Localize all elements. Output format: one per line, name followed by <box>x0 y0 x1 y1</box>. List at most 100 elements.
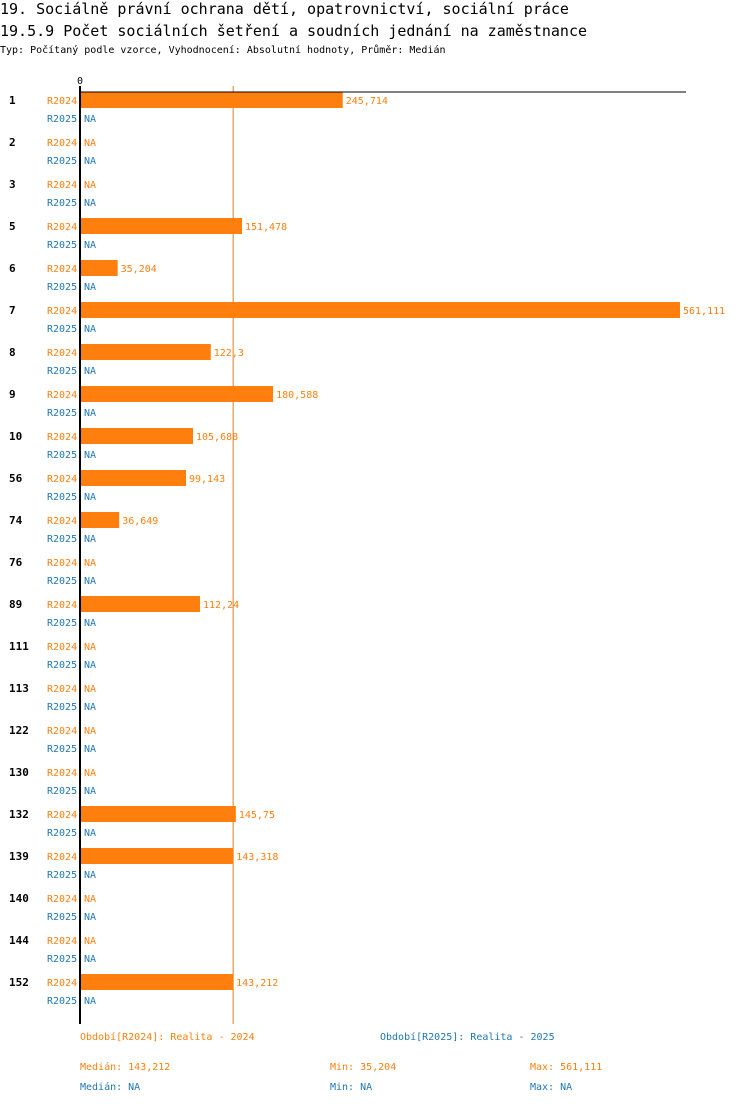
na-label-r2025: NA <box>84 996 96 1007</box>
bar-r2024 <box>80 386 274 402</box>
data-label-r2024: 112,24 <box>203 600 239 611</box>
legend-period-2025: Období[R2025]: Realita - 2025 <box>380 1032 555 1043</box>
na-label-r2025: NA <box>84 954 96 965</box>
bar-r2024 <box>80 470 187 486</box>
series-label-r2025: R2025 <box>47 744 77 755</box>
chart-title-line1: 19. Sociálně právní ochrana dětí, opatro… <box>0 0 569 18</box>
series-label-r2025: R2025 <box>47 870 77 881</box>
series-label-r2025: R2025 <box>47 618 77 629</box>
bar-r2024 <box>80 92 343 108</box>
stat-max-2025: Max: NA <box>530 1082 573 1093</box>
bar-r2024 <box>80 806 236 822</box>
na-label-r2025: NA <box>84 660 96 671</box>
series-label-r2024: R2024 <box>47 600 77 611</box>
bar-r2024 <box>80 302 680 318</box>
data-label-r2024: 36,649 <box>122 516 158 527</box>
na-label-r2025: NA <box>84 870 96 881</box>
na-label-r2024: NA <box>84 768 96 779</box>
series-label-r2024: R2024 <box>47 894 77 905</box>
series-label-r2024: R2024 <box>47 96 77 107</box>
series-label-r2025: R2025 <box>47 702 77 713</box>
na-label-r2024: NA <box>84 558 96 569</box>
category-label: 130 <box>9 766 29 779</box>
na-label-r2025: NA <box>84 744 96 755</box>
category-label: 5 <box>9 220 16 233</box>
stat-max-2024: Max: 561,111 <box>530 1062 603 1073</box>
category-label: 56 <box>9 472 23 485</box>
series-label-r2024: R2024 <box>47 852 77 863</box>
category-label: 111 <box>9 640 29 653</box>
data-label-r2024: 105,688 <box>196 432 238 443</box>
series-label-r2025: R2025 <box>47 912 77 923</box>
series-label-r2024: R2024 <box>47 432 77 443</box>
chart-title-line2: 19.5.9 Počet sociálních šetření a soudní… <box>0 22 587 40</box>
na-label-r2025: NA <box>84 198 96 209</box>
na-label-r2025: NA <box>84 786 96 797</box>
bar-r2024 <box>80 512 120 528</box>
na-label-r2025: NA <box>84 576 96 587</box>
stat-median-2025: Medián: NA <box>80 1082 141 1093</box>
series-label-r2024: R2024 <box>47 516 77 527</box>
na-label-r2025: NA <box>84 282 96 293</box>
bar-r2024 <box>80 218 242 234</box>
category-label: 6 <box>9 262 16 275</box>
series-label-r2025: R2025 <box>47 198 77 209</box>
series-label-r2025: R2025 <box>47 492 77 503</box>
bar-r2024 <box>80 596 201 612</box>
na-label-r2024: NA <box>84 726 96 737</box>
legend-period-2024: Období[R2024]: Realita - 2024 <box>80 1032 255 1043</box>
series-label-r2024: R2024 <box>47 768 77 779</box>
na-label-r2025: NA <box>84 114 96 125</box>
bar-r2024 <box>80 974 234 990</box>
series-label-r2025: R2025 <box>47 996 77 1007</box>
category-label: 139 <box>9 850 29 863</box>
na-label-r2024: NA <box>84 684 96 695</box>
series-label-r2025: R2025 <box>47 366 77 377</box>
series-label-r2024: R2024 <box>47 222 77 233</box>
na-label-r2025: NA <box>84 450 96 461</box>
series-label-r2024: R2024 <box>47 642 77 653</box>
series-label-r2025: R2025 <box>47 828 77 839</box>
na-label-r2024: NA <box>84 936 96 947</box>
series-label-r2024: R2024 <box>47 348 77 359</box>
category-label: 113 <box>9 682 29 695</box>
stat-median-2024: Medián: 143,212 <box>80 1062 171 1073</box>
na-label-r2025: NA <box>84 618 96 629</box>
series-label-r2025: R2025 <box>47 576 77 587</box>
bar-chart: 0 1 R2024 R2025 245,714 NA 2 R2024 R2025 NA NA 3 R20… <box>9 76 725 1024</box>
na-label-r2025: NA <box>84 324 96 335</box>
series-label-r2024: R2024 <box>47 138 77 149</box>
data-label-r2024: 35,204 <box>121 264 157 275</box>
category-label: 89 <box>9 598 22 611</box>
series-label-r2025: R2025 <box>47 240 77 251</box>
category-label: 122 <box>9 724 29 737</box>
na-label-r2024: NA <box>84 138 96 149</box>
category-label: 1 <box>9 94 16 107</box>
category-label: 7 <box>9 304 16 317</box>
series-label-r2025: R2025 <box>47 954 77 965</box>
chart-subtitle: Typ: Počítaný podle vzorce, Vyhodnocení:… <box>0 45 446 56</box>
na-label-r2025: NA <box>84 534 96 545</box>
series-label-r2024: R2024 <box>47 390 77 401</box>
na-label-r2024: NA <box>84 894 96 905</box>
series-label-r2025: R2025 <box>47 450 77 461</box>
category-label: 2 <box>9 136 16 149</box>
series-label-r2025: R2025 <box>47 156 77 167</box>
category-label: 74 <box>9 514 23 527</box>
data-label-r2024: 145,75 <box>239 810 275 821</box>
data-label-r2024: 122,3 <box>214 348 244 359</box>
series-label-r2024: R2024 <box>47 474 77 485</box>
category-label: 10 <box>9 430 22 443</box>
series-label-r2024: R2024 <box>47 306 77 317</box>
na-label-r2025: NA <box>84 828 96 839</box>
data-label-r2024: 143,212 <box>236 978 278 989</box>
bar-r2024 <box>80 260 118 276</box>
data-label-r2024: 180,588 <box>276 390 318 401</box>
stat-min-2024: Min: 35,204 <box>330 1062 397 1073</box>
na-label-r2025: NA <box>84 912 96 923</box>
category-label: 76 <box>9 556 23 569</box>
na-label-r2025: NA <box>84 492 96 503</box>
series-label-r2025: R2025 <box>47 786 77 797</box>
series-label-r2025: R2025 <box>47 324 77 335</box>
series-label-r2025: R2025 <box>47 534 77 545</box>
